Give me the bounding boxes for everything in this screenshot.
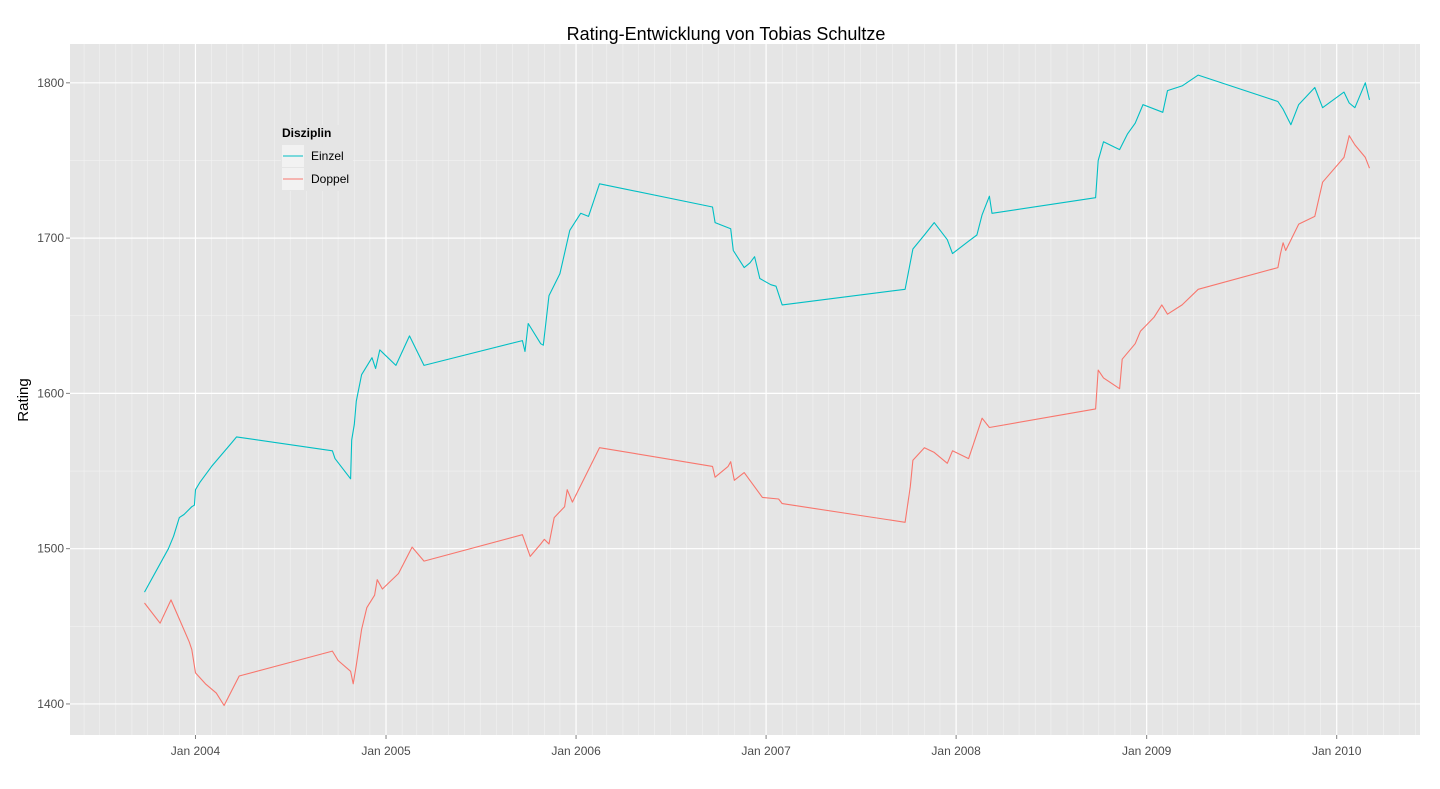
series-layer <box>144 74 1371 707</box>
plot-panel <box>70 44 1420 735</box>
y-tick-label: 1400 <box>37 697 64 711</box>
y-tick-label: 1500 <box>37 542 64 556</box>
x-tick-label: Jan 2007 <box>741 744 791 758</box>
x-axis: Jan 2004 Jan 2005 Jan 2006 Jan 2007 Jan 2008… <box>171 735 1362 758</box>
major-gridlines <box>70 44 1420 735</box>
minor-gridlines <box>70 44 1420 735</box>
y-axis: 1400 1500 1600 1700 1800 <box>37 76 70 711</box>
legend: Disziplin Einzel Doppel <box>281 125 353 191</box>
y-axis-label: Rating <box>15 378 32 421</box>
series-line-einzel <box>144 74 1371 593</box>
y-tick-label: 1800 <box>37 76 64 90</box>
x-tick-label: Jan 2006 <box>551 744 601 758</box>
y-tick-label: 1600 <box>37 386 64 400</box>
x-tick-label: Jan 2010 <box>1312 744 1362 758</box>
legend-title: Disziplin <box>282 126 331 140</box>
x-tick-label: Jan 2004 <box>171 744 221 758</box>
legend-label-doppel: Doppel <box>311 172 349 186</box>
legend-label-einzel: Einzel <box>311 149 344 163</box>
chart-title: Rating-Entwicklung von Tobias Schultze <box>567 24 886 44</box>
x-tick-label: Jan 2008 <box>931 744 981 758</box>
x-tick-label: Jan 2005 <box>361 744 411 758</box>
y-tick-label: 1700 <box>37 231 64 245</box>
x-tick-label: Jan 2009 <box>1122 744 1172 758</box>
series-line-doppel <box>144 135 1371 707</box>
